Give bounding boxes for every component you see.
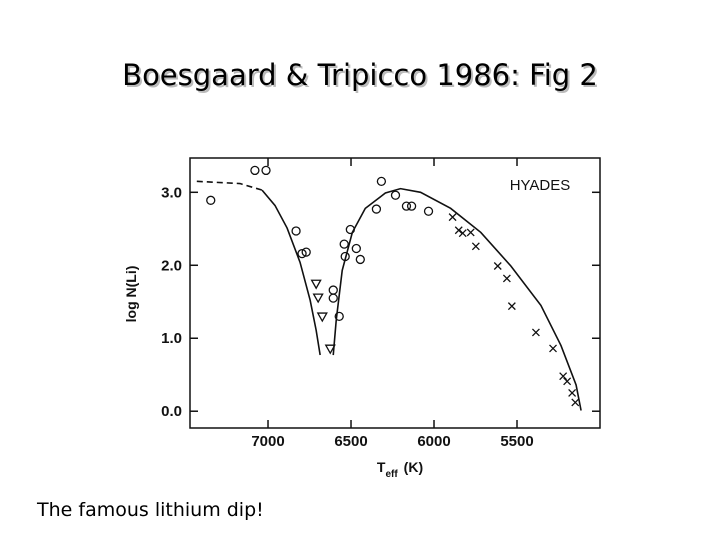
point-cross (531, 328, 540, 337)
y-tick-label: 1.0 (161, 330, 182, 347)
curve (332, 187, 582, 411)
title-shadow: Boesgaard & Tripicco 1986: Fig 2 (124, 60, 600, 94)
point-circle (334, 311, 344, 322)
x-label-unit: (K) (404, 459, 423, 475)
y-axis-label: log N(Li) (123, 266, 139, 323)
point-circle (328, 293, 338, 303)
x-tick-label: 6500 (334, 433, 367, 450)
curve (196, 180, 263, 191)
point-circle (401, 201, 412, 211)
point-circle (351, 243, 361, 254)
x-tick-label: 5500 (500, 433, 533, 450)
point-cross (493, 262, 502, 270)
point-circle (301, 247, 311, 257)
point-circle (406, 201, 417, 211)
point-circle (261, 165, 271, 176)
caption: The famous lithium dip! (36, 499, 264, 521)
curve (261, 189, 321, 356)
point-circle (339, 239, 349, 249)
point-circle (297, 248, 307, 259)
point-triangle (324, 344, 336, 355)
point-circle (371, 204, 382, 214)
point-circle (376, 176, 387, 187)
point-triangle (312, 293, 324, 304)
x-tick-label: 6000 (417, 433, 450, 450)
y-tick-label: 3.0 (161, 184, 182, 201)
point-circle (206, 195, 216, 205)
x-tick-label: 7000 (251, 433, 284, 450)
x-axis-label: Teff (K) (377, 459, 423, 480)
slide-title: Boesgaard & Tripicco 1986: Fig 2 (122, 58, 598, 92)
point-circle (291, 226, 301, 236)
point-cross (466, 228, 475, 237)
point-cross (571, 398, 580, 407)
plot-frame (189, 157, 601, 429)
point-cross (568, 389, 577, 397)
point-cross (502, 274, 511, 283)
point-circle (423, 206, 434, 216)
x-label-subscript: eff (385, 469, 398, 480)
point-circle (390, 190, 401, 200)
point-cross (448, 213, 457, 222)
point-cross (563, 377, 572, 386)
point-cross (458, 229, 467, 238)
point-circle (355, 254, 365, 265)
point-circle (328, 285, 338, 295)
point-cross (471, 242, 480, 251)
point-cross (507, 302, 516, 311)
point-triangle (316, 312, 328, 323)
point-cross (549, 344, 557, 353)
y-tick-label: 0.0 (161, 403, 182, 420)
point-triangle (310, 279, 322, 290)
y-tick-label: 2.0 (161, 257, 182, 274)
point-cross (559, 372, 568, 381)
annotation: HYADES (510, 177, 571, 194)
x-label-symbol: T (377, 459, 386, 475)
point-cross (454, 226, 463, 235)
point-circle (250, 165, 260, 176)
